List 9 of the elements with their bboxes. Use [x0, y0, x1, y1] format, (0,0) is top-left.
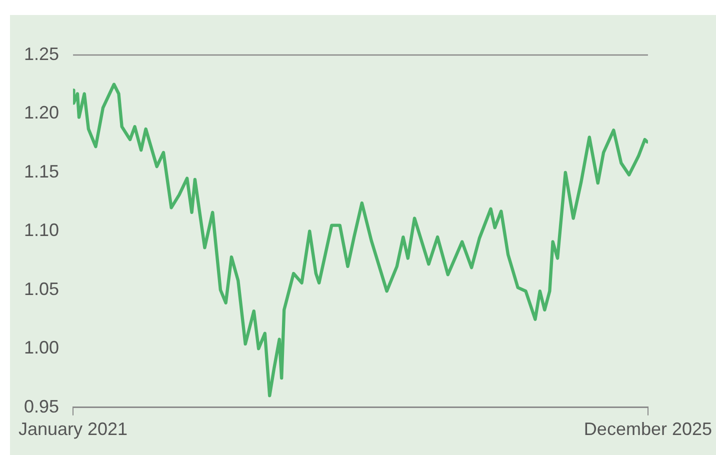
x-tick-label: December 2025	[584, 419, 712, 440]
y-tick-label: 1.05	[24, 278, 60, 299]
y-tick-label: 0.95	[24, 396, 60, 416]
y-tick-label: 1.10	[24, 220, 60, 240]
y-tick-label: 1.20	[24, 102, 60, 123]
y-tick-label: 1.25	[24, 44, 60, 64]
y-tick-label: 1.00	[24, 338, 60, 358]
y-tick-label: 1.15	[24, 161, 60, 182]
x-tick-label: January 2021	[18, 419, 128, 440]
